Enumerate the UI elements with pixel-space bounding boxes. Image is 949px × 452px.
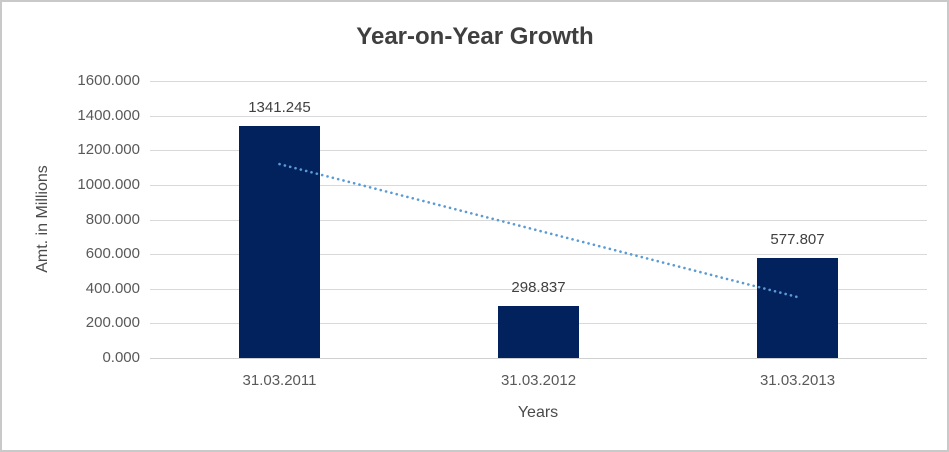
y-axis-tick-label: 400.000 bbox=[85, 279, 140, 297]
y-axis-tick-label: 0.000 bbox=[102, 349, 140, 366]
gridline bbox=[150, 81, 927, 82]
x-axis-category-label: 31.03.2012 bbox=[500, 372, 577, 389]
bar bbox=[239, 125, 320, 358]
y-axis-tick-label: 800.000 bbox=[85, 210, 140, 228]
y-axis-tick-label: 1200.000 bbox=[77, 141, 140, 159]
gridline bbox=[150, 150, 927, 152]
bar bbox=[498, 306, 579, 358]
bar-value-label: 298.837 bbox=[511, 279, 566, 297]
y-axis-tick-label: 1400.000 bbox=[77, 106, 140, 124]
bar-value-label: 577.807 bbox=[770, 230, 825, 248]
x-axis-title: Years bbox=[517, 404, 559, 421]
bar bbox=[757, 257, 838, 358]
y-axis-tick-label: 200.000 bbox=[85, 314, 140, 332]
y-axis-tick-label: 1600.000 bbox=[77, 72, 140, 89]
chart-title: Year-on-Year Growth bbox=[356, 23, 594, 50]
y-axis-tick-label: 1000.000 bbox=[77, 175, 140, 193]
y-axis-tick-label: 600.000 bbox=[85, 245, 140, 263]
bar-value-label: 1341.245 bbox=[248, 98, 311, 116]
x-axis-category-label: 31.03.2013 bbox=[759, 372, 836, 389]
gridline bbox=[150, 115, 927, 117]
plot-area bbox=[150, 81, 927, 359]
x-axis-category-label: 31.03.2011 bbox=[242, 372, 317, 389]
